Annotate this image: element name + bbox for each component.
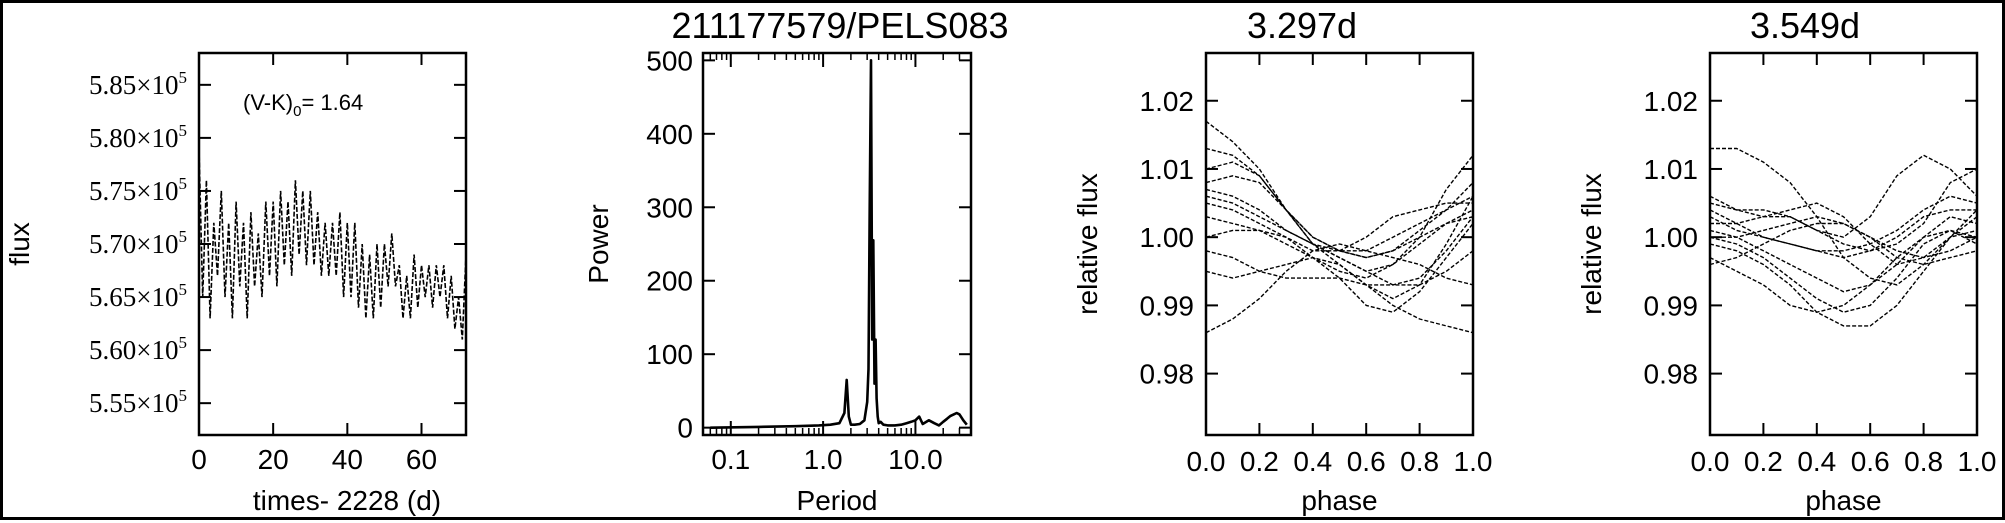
y-tick-label-1: 5.55×105 — [89, 386, 187, 418]
power-series-line — [710, 58, 968, 429]
y-tick-label-2: 0 — [677, 413, 693, 444]
y-tick-label-2: 200 — [646, 266, 693, 297]
x-tick-label-1: 0 — [191, 444, 207, 475]
y-tick-label-3: 0.98 — [1140, 359, 1195, 390]
y-axis-label-4: relative flux — [1576, 173, 1607, 315]
x-tick-label-1: 40 — [332, 444, 363, 475]
x-tick-label-3: 1.0 — [1454, 446, 1493, 477]
color-index-annotation: (V-K)0= 1.64 — [243, 90, 363, 120]
y-tick-label-2: 100 — [646, 339, 693, 370]
phase-curve-4 — [1709, 222, 1978, 266]
phase-curve-3 — [1205, 195, 1474, 286]
phase-curve-3 — [1205, 175, 1474, 259]
x-axis-label-2: Period — [797, 485, 878, 516]
x-tick-label-4: 0.8 — [1904, 446, 1943, 477]
x-axis-label-3: phase — [1301, 485, 1377, 516]
y-tick-label-3: 0.99 — [1140, 290, 1195, 321]
phase-curve-4 — [1709, 229, 1978, 313]
y-tick-label-4: 1.01 — [1644, 154, 1699, 185]
phase-curve-3 — [1205, 188, 1474, 252]
y-tick-label-1: 5.75×105 — [89, 174, 187, 206]
x-tick-label-4: 0.2 — [1744, 446, 1783, 477]
y-tick-label-3: 1.02 — [1140, 86, 1195, 117]
phase-curve-3 — [1205, 223, 1474, 313]
y-axis-label-3: relative flux — [1072, 173, 1103, 315]
x-tick-label-3: 0.0 — [1187, 446, 1226, 477]
phase-curve-3 — [1205, 202, 1473, 252]
flux-series-line — [198, 148, 467, 340]
x-axis-label-4: phase — [1805, 485, 1881, 516]
panel-title-phase-2: 3.549d — [1749, 5, 1861, 46]
x-tick-label-2: 10.0 — [888, 444, 943, 475]
y-tick-label-3: 1.01 — [1140, 154, 1195, 185]
y-tick-label-2: 500 — [646, 45, 693, 76]
x-tick-label-3: 0.8 — [1400, 446, 1439, 477]
y-tick-label-4: 0.98 — [1644, 359, 1699, 390]
y-axis-label-2: Power — [583, 204, 614, 283]
phase-curve-3 — [1205, 216, 1474, 286]
phase-curve-3 — [1205, 120, 1474, 300]
y-tick-label-2: 300 — [646, 192, 693, 223]
phase-curve-4 — [1709, 215, 1978, 293]
x-tick-label-3: 0.4 — [1293, 446, 1332, 477]
plots-canvas: 0 20 40 60 5.55×105 5.60×105 5.65×105 5.70×105 5… — [4, 45, 1997, 516]
x-tick-label-2: 1.0 — [804, 444, 843, 475]
x-tick-label-4: 0.4 — [1797, 446, 1836, 477]
x-tick-label-1: 20 — [258, 444, 289, 475]
y-tick-label-1: 5.65×105 — [89, 280, 187, 312]
y-tick-label-4: 0.99 — [1644, 290, 1699, 321]
figure-title: 211177579/PELS083 — [671, 5, 1009, 46]
phase-curve-4 — [1709, 154, 1978, 238]
x-tick-label-3: 0.6 — [1347, 446, 1386, 477]
plot-frame-3 — [1204, 51, 1475, 437]
phase-curve-4 — [1709, 209, 1977, 259]
x-tick-label-2: 0.1 — [711, 444, 750, 475]
phase-curve-3 — [1205, 243, 1474, 334]
x-tick-label-3: 0.2 — [1240, 446, 1279, 477]
phase-curve-4 — [1710, 215, 1978, 259]
x-tick-label-4: 0.0 — [1691, 446, 1730, 477]
y-tick-label-1: 5.80×105 — [89, 121, 187, 153]
x-tick-label-1: 60 — [406, 444, 437, 475]
x-tick-label-4: 0.6 — [1851, 446, 1890, 477]
x-tick-label-4: 1.0 — [1958, 446, 1997, 477]
phase-curve-3 — [1205, 256, 1474, 334]
phase-curve-4 — [1709, 229, 1978, 313]
y-tick-label-1: 5.60×105 — [89, 333, 187, 365]
phase-curve-4 — [1709, 202, 1978, 266]
y-tick-label-1: 5.85×105 — [89, 68, 187, 100]
plot-frame-2 — [701, 51, 973, 437]
y-tick-label-4: 1.02 — [1644, 86, 1699, 117]
phase-curve-4 — [1709, 216, 1978, 327]
y-tick-label-3: 1.00 — [1140, 222, 1195, 253]
phase-curve-4 — [1710, 168, 1978, 252]
y-tick-label-1: 5.70×105 — [89, 227, 187, 259]
y-tick-label-2: 400 — [646, 119, 693, 150]
phase-curve-3 — [1205, 209, 1474, 279]
panel-title-phase-1: 3.297d — [1246, 5, 1358, 46]
y-axis-label-1: flux — [4, 222, 35, 266]
x-axis-label-1: times- 2228 (d) — [253, 485, 441, 516]
y-tick-label-4: 1.00 — [1644, 222, 1699, 253]
